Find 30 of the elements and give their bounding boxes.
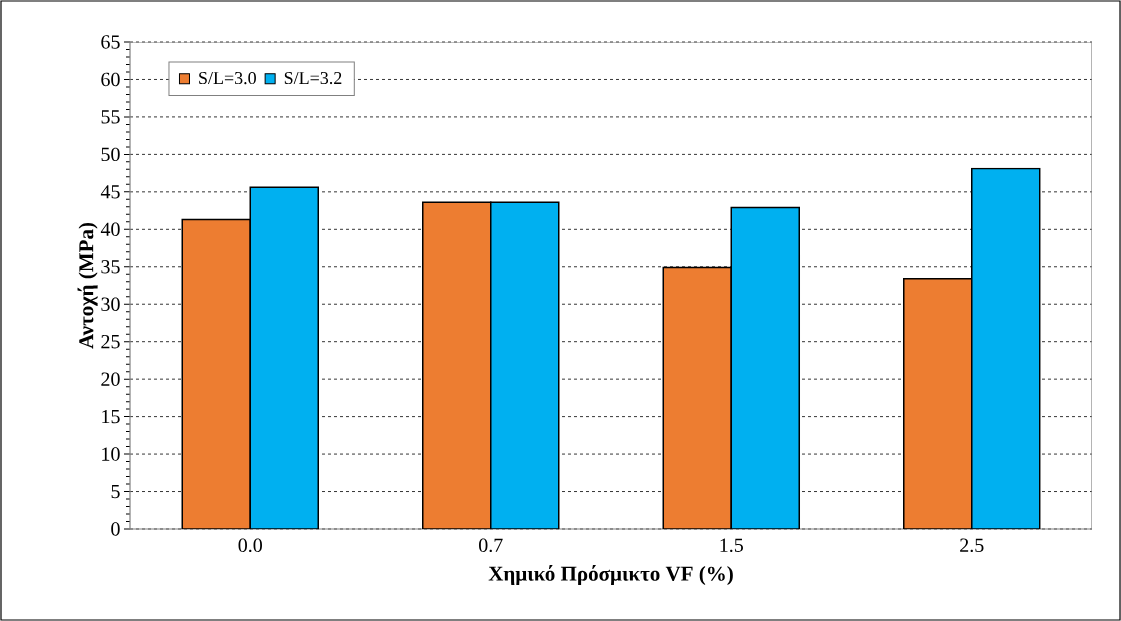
y-tick-label: 60	[101, 72, 120, 87]
y-tick-label: 50	[101, 147, 120, 162]
x-tick-label: 0.7	[479, 538, 503, 553]
x-tick-label: 2.5	[960, 538, 984, 553]
y-tick-label: 45	[100, 185, 120, 199]
bar	[490, 201, 560, 529]
y-tick-label: 40	[100, 222, 120, 237]
legend-label: S/L=3.2	[284, 72, 342, 85]
y-tick-label: 25	[101, 334, 120, 349]
bar	[181, 218, 251, 529]
bar	[662, 266, 733, 529]
y-tick-label: 10	[102, 447, 120, 461]
y-tick-label: 20	[101, 372, 120, 386]
bar	[903, 278, 973, 529]
y-tick-label: 35	[101, 260, 120, 274]
y-axis-title: Αντοχή (MPa)	[77, 222, 98, 349]
y-tick-label: 5	[111, 484, 120, 499]
bar	[971, 167, 1041, 529]
y-tick-label: 15	[102, 409, 120, 424]
legend-label: S/L=3.0	[199, 71, 256, 85]
bar	[730, 206, 801, 529]
y-tick-label: 0	[111, 522, 120, 536]
y-tick-label: 30	[101, 297, 120, 311]
x-tick-label: 1.5	[720, 538, 743, 553]
bar	[249, 186, 320, 529]
y-tick-label: 65	[101, 35, 120, 49]
y-tick-label: 55	[101, 110, 120, 124]
x-axis-title: Χημικό Πρόσμικτο VF (%)	[488, 564, 733, 586]
bar	[422, 201, 492, 529]
x-tick-label: 0.0	[238, 538, 262, 553]
